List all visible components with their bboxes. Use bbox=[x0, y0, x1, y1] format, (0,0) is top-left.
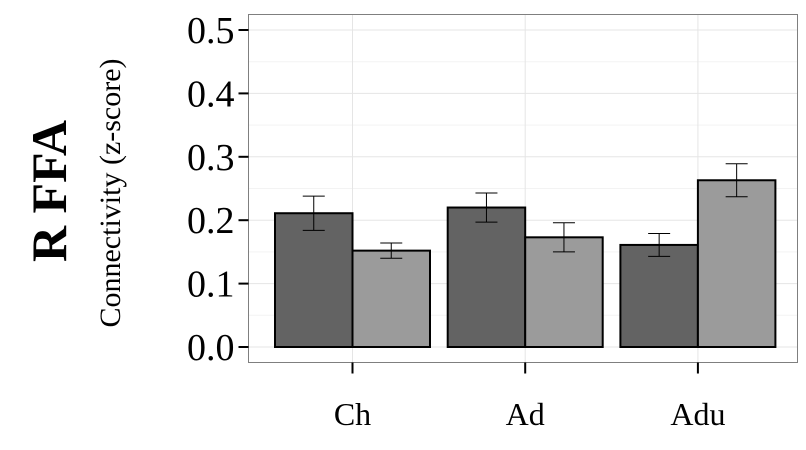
plot-border bbox=[248, 14, 798, 363]
y-tick-label: 0.0 bbox=[187, 327, 235, 369]
bar bbox=[351, 249, 431, 348]
bar bbox=[696, 179, 777, 348]
y-tick-label: 0.3 bbox=[187, 137, 235, 179]
bar bbox=[524, 236, 604, 348]
x-tick-label: Ch bbox=[334, 396, 371, 432]
x-tick-label: Ad bbox=[506, 396, 545, 432]
y-axis: 0.0 0.1 0.2 0.3 0.4 0.5 bbox=[187, 10, 249, 369]
y-tick-label: 0.5 bbox=[187, 10, 235, 52]
y-tick-label: 0.1 bbox=[187, 264, 235, 306]
bar bbox=[274, 212, 354, 348]
panel-title: R FFA bbox=[21, 120, 77, 262]
x-axis: Ch Ad Adu bbox=[334, 362, 725, 432]
bars bbox=[274, 179, 777, 348]
y-axis-label: Connectivity (z-score) bbox=[94, 58, 127, 327]
y-tick-label: 0.4 bbox=[187, 73, 235, 115]
bar bbox=[446, 206, 527, 348]
x-tick-label: Adu bbox=[670, 396, 725, 432]
bar bbox=[619, 243, 699, 348]
error-bars bbox=[302, 163, 748, 259]
y-tick-label: 0.2 bbox=[187, 200, 235, 242]
